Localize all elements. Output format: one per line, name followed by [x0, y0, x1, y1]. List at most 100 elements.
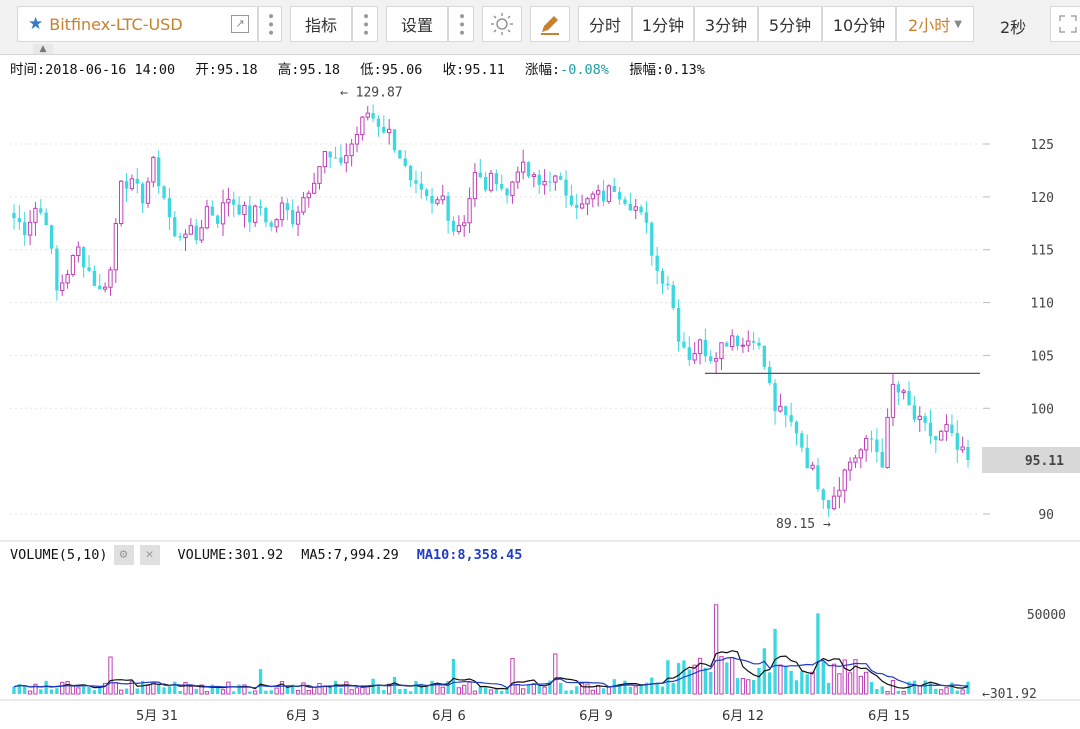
candle — [354, 126, 360, 153]
volume-last-label: ←301.92 — [982, 687, 1037, 702]
x-tick-label: 6月 3 — [286, 709, 320, 724]
candle — [784, 405, 788, 428]
volume-bar — [49, 689, 54, 694]
volume-bar — [108, 656, 113, 695]
collapse-arrow-icon[interactable]: ▲ — [33, 44, 53, 54]
symbol-selector[interactable]: ★ Bitfinex-LTC-USD ↗ — [17, 6, 258, 42]
candle — [773, 379, 777, 425]
volume-bar — [628, 686, 633, 694]
volume-bar — [216, 686, 220, 694]
candle — [606, 184, 612, 204]
volume-bar — [934, 688, 938, 694]
candle — [950, 414, 954, 437]
interval-tab-2[interactable]: 3分钟 — [694, 6, 758, 42]
volume-bar — [520, 688, 526, 695]
candle — [264, 206, 268, 228]
settings-menu-dots-icon[interactable]: ••• — [448, 6, 474, 42]
interval-tab-1[interactable]: 1分钟 — [632, 6, 694, 42]
volume-bar — [666, 660, 670, 694]
candle — [414, 170, 418, 194]
volume-bar — [360, 686, 365, 695]
volume-bar — [291, 684, 295, 694]
interval-tab-0[interactable]: 分时 — [578, 6, 632, 42]
candle — [129, 174, 135, 191]
candle — [810, 461, 815, 471]
candle — [671, 281, 675, 311]
candle — [520, 149, 526, 180]
candle — [939, 429, 944, 441]
candle — [92, 265, 97, 287]
star-icon[interactable]: ★ — [28, 14, 44, 34]
volume-bar — [778, 664, 783, 695]
volume-bar — [864, 671, 869, 695]
candle — [398, 150, 402, 159]
interval-tab-3[interactable]: 5分钟 — [758, 6, 822, 42]
candle — [837, 477, 842, 509]
volume-bar — [102, 682, 108, 695]
interval-tab-active[interactable]: 2小时 ▼ — [896, 6, 974, 42]
volume-bar — [12, 686, 16, 694]
x-tick-label: 6月 9 — [579, 709, 613, 724]
volume-bar — [140, 680, 145, 694]
candle — [285, 198, 289, 221]
volume-bar — [757, 667, 761, 694]
settings-button[interactable]: 设置 — [386, 6, 448, 42]
candle — [430, 188, 434, 214]
symbol-menu-dots-icon[interactable]: ••• — [258, 6, 282, 42]
candle — [526, 161, 531, 179]
volume-bar — [676, 663, 681, 694]
candle — [494, 169, 499, 191]
volume-bar — [515, 684, 520, 695]
volume-axis-tick: 50000 — [1027, 608, 1066, 623]
volume-bar — [692, 664, 697, 695]
candle — [725, 341, 729, 347]
fullscreen-icon[interactable] — [1050, 6, 1080, 42]
price-gridlines — [10, 143, 980, 515]
popout-icon[interactable]: ↗ — [231, 15, 249, 33]
refresh-interval[interactable]: 2秒 — [1000, 18, 1027, 37]
price-tick-label: 100 — [1031, 402, 1054, 417]
volume-bar — [671, 682, 675, 694]
candle — [617, 186, 622, 205]
candles — [12, 104, 970, 518]
indicator-menu-dots-icon[interactable]: ••• — [352, 6, 378, 42]
candlestick-chart[interactable]: 125 120 115 110 105 100 90 ← 129.87 89.15 → 95… — [0, 54, 1080, 729]
draw-pencil-icon[interactable] — [530, 6, 570, 42]
theme-sun-icon[interactable] — [482, 6, 522, 42]
volume-bar — [697, 657, 703, 695]
candle — [676, 299, 681, 352]
candle — [140, 181, 145, 214]
volume-close-icon[interactable]: ✕ — [139, 545, 160, 565]
ma10-line — [13, 656, 969, 689]
volume-bar — [735, 678, 740, 694]
candle — [87, 255, 91, 273]
volume-bar — [923, 680, 927, 694]
candle — [446, 191, 450, 234]
candle — [113, 218, 118, 283]
volume-bar — [269, 690, 273, 694]
indicator-button[interactable]: 指标 — [290, 6, 352, 42]
candle — [162, 185, 166, 201]
candle — [488, 169, 494, 193]
symbol-label: Bitfinex-LTC-USD — [49, 14, 183, 34]
volume-bar — [831, 663, 837, 695]
volume-bar — [274, 687, 279, 695]
volume-bar — [237, 684, 241, 694]
volume-settings-gear-icon[interactable]: ⚙ — [113, 545, 134, 565]
volume-bar — [145, 684, 151, 695]
volume-bar — [435, 683, 440, 695]
candle — [515, 166, 520, 189]
volume-bar — [907, 681, 911, 694]
price-tick-label: 110 — [1031, 297, 1054, 312]
volume-bar — [425, 685, 429, 694]
volume-bar — [950, 682, 954, 694]
candle — [762, 345, 766, 370]
candle — [425, 187, 429, 201]
volume-bar — [751, 679, 756, 694]
volume-bar — [917, 685, 922, 695]
interval-tab-4[interactable]: 10分钟 — [822, 6, 896, 42]
candle — [220, 189, 226, 236]
candle — [306, 190, 311, 208]
candle — [108, 266, 113, 296]
candle — [896, 381, 900, 405]
